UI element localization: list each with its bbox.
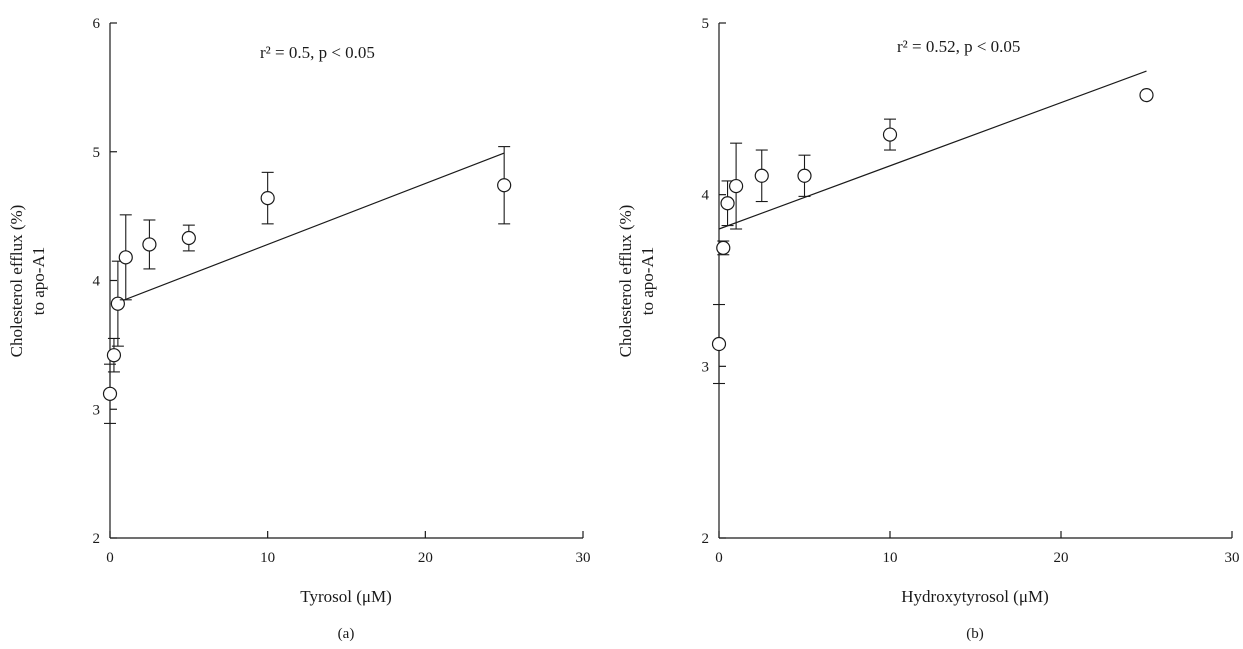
- data-point: [716, 240, 731, 255]
- data-point: [260, 191, 275, 206]
- y-axis-label-line2: to apo-A1: [638, 247, 657, 315]
- x-axis-label: Tyrosol (μM): [300, 587, 392, 606]
- y-tick-label: 5: [93, 145, 101, 161]
- y-tick-label: 3: [93, 402, 101, 418]
- y-tick-label: 4: [702, 188, 710, 204]
- data-point: [1139, 87, 1154, 103]
- data-point: [118, 250, 133, 265]
- x-tick-label: 30: [576, 550, 591, 566]
- data-point: [110, 296, 125, 311]
- x-tick-label: 30: [1225, 550, 1240, 566]
- x-tick-label: 20: [418, 550, 433, 566]
- data-point: [797, 168, 812, 183]
- y-tick-label: 4: [93, 274, 101, 290]
- data-point: [106, 348, 122, 363]
- y-tick-label: 6: [93, 16, 101, 32]
- trendline-b: [718, 70, 1147, 230]
- data-point: [181, 230, 196, 246]
- panel-label: (a): [338, 626, 355, 642]
- data-point: [720, 196, 735, 211]
- x-axis-label: Hydroxytyrosol (μM): [901, 587, 1048, 606]
- data-point: [711, 336, 727, 352]
- data-point: [102, 386, 118, 401]
- x-tick-label: 10: [883, 550, 898, 566]
- panel-label: (b): [966, 626, 984, 642]
- chart-panel-b: 2 3 4 5 0 10 20 30 Cholesterol efflux (%) to apo-…: [616, 16, 1240, 642]
- x-tick-label: 10: [260, 550, 275, 566]
- data-point: [754, 168, 769, 183]
- chart-panel-a: 2 3 4 5 6 0 10 20 30 Cholesterol efflux (%) to apo…: [7, 16, 591, 642]
- x-tick-label: 0: [715, 550, 723, 566]
- trendline-a: [117, 152, 505, 303]
- y-axis-label: Cholesterol efflux (%): [616, 205, 635, 358]
- y-axis-label-line2: to apo-A1: [29, 247, 48, 315]
- y-tick-label: 2: [702, 531, 710, 547]
- stats-annotation: r² = 0.52, p < 0.05: [897, 37, 1020, 56]
- y-axis-label: Cholesterol efflux (%): [7, 205, 26, 358]
- data-point: [142, 237, 157, 252]
- data-point: [728, 178, 744, 194]
- y-tick-label: 3: [702, 359, 710, 375]
- x-tick-label: 20: [1054, 550, 1069, 566]
- x-tick-label: 0: [106, 550, 114, 566]
- stats-annotation: r² = 0.5, p < 0.05: [260, 43, 375, 62]
- y-tick-label: 2: [93, 531, 101, 547]
- data-point: [882, 127, 898, 142]
- y-tick-label: 5: [702, 16, 710, 32]
- data-point: [497, 178, 512, 193]
